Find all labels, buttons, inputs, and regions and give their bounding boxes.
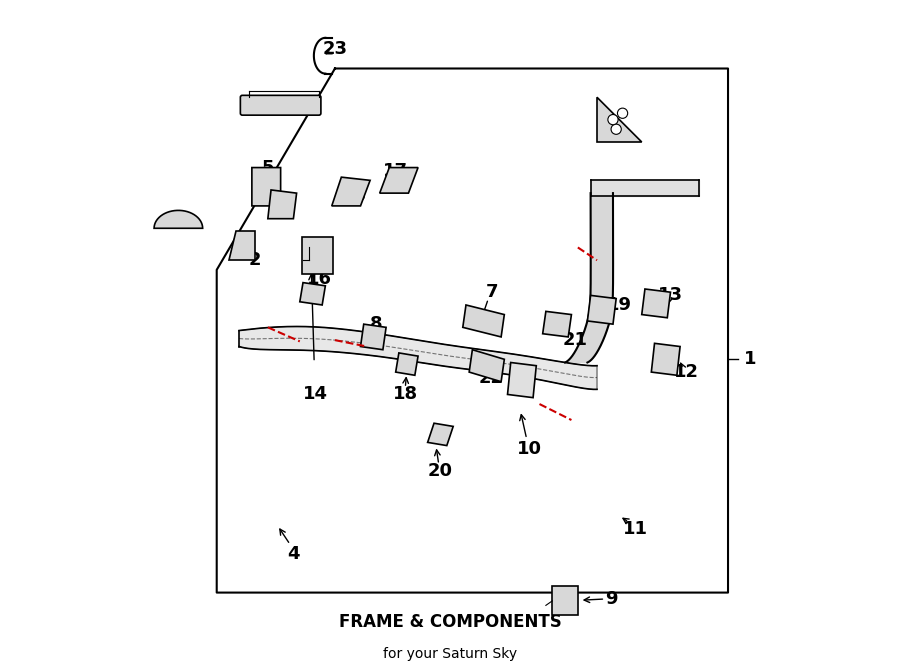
Polygon shape	[396, 353, 418, 375]
Circle shape	[611, 124, 621, 134]
FancyBboxPatch shape	[240, 95, 321, 115]
Text: 1: 1	[744, 350, 757, 368]
Text: 19: 19	[607, 296, 632, 314]
Polygon shape	[597, 97, 642, 142]
Polygon shape	[469, 350, 504, 381]
Text: 6: 6	[277, 197, 290, 215]
Polygon shape	[361, 324, 386, 350]
Text: 21: 21	[562, 331, 587, 349]
Polygon shape	[268, 190, 297, 219]
Polygon shape	[332, 177, 370, 206]
Text: 22: 22	[479, 369, 504, 387]
Polygon shape	[543, 311, 572, 337]
Circle shape	[617, 108, 627, 118]
Polygon shape	[300, 283, 326, 305]
Text: 15: 15	[342, 187, 366, 206]
Polygon shape	[239, 327, 597, 389]
Polygon shape	[565, 193, 613, 362]
Polygon shape	[252, 167, 281, 206]
Text: 12: 12	[674, 363, 699, 381]
Text: 10: 10	[518, 440, 543, 458]
Polygon shape	[380, 167, 418, 193]
Text: 2: 2	[248, 251, 261, 269]
Text: 20: 20	[428, 462, 453, 480]
Text: 17: 17	[383, 162, 409, 180]
Polygon shape	[642, 289, 670, 318]
Circle shape	[608, 114, 618, 125]
Text: FRAME & COMPONENTS: FRAME & COMPONENTS	[338, 613, 562, 631]
FancyBboxPatch shape	[302, 237, 333, 274]
Text: 18: 18	[392, 385, 418, 403]
Text: 3: 3	[176, 213, 188, 231]
Text: 5: 5	[262, 159, 274, 176]
Polygon shape	[590, 180, 699, 196]
Polygon shape	[652, 343, 680, 375]
Text: 13: 13	[658, 286, 683, 304]
Polygon shape	[154, 210, 202, 228]
Text: 7: 7	[485, 283, 498, 301]
Polygon shape	[508, 362, 536, 398]
Text: 16: 16	[307, 270, 331, 288]
Polygon shape	[428, 423, 454, 446]
Text: 11: 11	[623, 520, 648, 537]
Bar	[553, 586, 578, 615]
Text: 8: 8	[370, 315, 382, 333]
Polygon shape	[463, 305, 504, 337]
Polygon shape	[588, 295, 617, 324]
Polygon shape	[230, 231, 255, 260]
Text: for your Saturn Sky: for your Saturn Sky	[382, 647, 518, 661]
Text: 14: 14	[303, 385, 328, 403]
Text: 4: 4	[287, 545, 300, 563]
Text: 23: 23	[322, 40, 347, 58]
Text: 9: 9	[606, 590, 618, 608]
